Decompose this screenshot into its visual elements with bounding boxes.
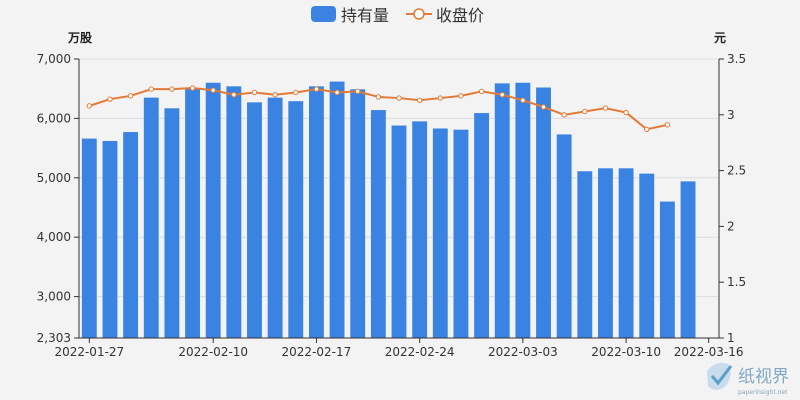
price-point: [86, 103, 93, 109]
price-point: [644, 126, 650, 133]
price-point: [478, 88, 485, 95]
bar: [577, 171, 593, 338]
x-axis-tick-label: 2022-01-27: [54, 345, 124, 359]
legend-line-label[interactable]: 收盘价: [436, 6, 484, 25]
bar: [556, 134, 572, 338]
price-point: [437, 95, 443, 101]
left-axis-unit: 万股: [67, 30, 93, 45]
watermark-logo-icon: [707, 362, 731, 390]
right-axis-tick-label: 3: [727, 108, 735, 122]
price-point: [396, 95, 402, 101]
bar: [515, 82, 531, 338]
legend: 持有量 收盘价: [311, 6, 484, 25]
bar: [123, 132, 139, 338]
bar: [164, 108, 180, 338]
watermark-site: paperinsight.net: [738, 389, 788, 396]
left-axis-tick-label: 5,000: [37, 171, 71, 185]
price-point: [148, 86, 154, 92]
bar: [329, 81, 345, 339]
left-axis-tick-label: 7,000: [37, 52, 71, 66]
watermark-check-icon: [710, 365, 733, 386]
bar-series: [81, 81, 696, 339]
axes: 2,303 3,000 4,000 5,000 6,000 7,000 1 1.5 2 2.5 3 3…: [37, 52, 746, 359]
left-axis-tick-label: 4,000: [37, 230, 71, 244]
bar: [247, 102, 262, 338]
x-axis-tick-label: 2022-02-24: [385, 345, 455, 359]
price-point: [623, 109, 629, 116]
bar: [432, 128, 448, 338]
bar: [639, 173, 655, 338]
bar: [412, 121, 428, 338]
bar: [680, 181, 696, 338]
bar: [102, 140, 118, 338]
price-point: [127, 93, 134, 99]
price-point: [313, 86, 320, 92]
legend-bar-label[interactable]: 持有量: [341, 6, 389, 25]
right-axis-tick-label: 2: [727, 219, 735, 233]
price-point: [107, 96, 113, 102]
price-point: [210, 87, 216, 93]
bar: [143, 97, 159, 339]
line-series: [86, 85, 671, 133]
x-axis-tick-label: 2022-03-10: [591, 345, 661, 359]
price-point: [499, 92, 505, 98]
x-axis-tick-label: 2022-02-17: [282, 345, 352, 359]
right-axis-tick-label: 2.5: [727, 164, 746, 178]
price-point: [520, 97, 526, 103]
left-axis-tick-label: 6,000: [37, 111, 71, 125]
price-point: [416, 97, 423, 103]
bar: [494, 83, 510, 338]
price-point: [375, 94, 382, 100]
bar: [391, 125, 407, 338]
legend-line-marker[interactable]: [413, 8, 425, 20]
bar: [453, 129, 469, 338]
left-axis-tick-label: 2,303: [37, 331, 71, 345]
price-point: [561, 112, 567, 118]
bar: [308, 86, 324, 338]
bar: [185, 88, 200, 339]
price-point: [251, 89, 258, 96]
price-point: [602, 105, 609, 111]
legend-bar-swatch[interactable]: [311, 6, 336, 22]
bar: [598, 168, 613, 338]
price-point: [293, 89, 299, 96]
price-point: [189, 85, 196, 91]
bar: [267, 97, 283, 339]
right-axis-tick-label: 1.5: [727, 275, 746, 289]
watermark: 纸视界 paperinsight.net: [707, 362, 789, 396]
left-axis-tick-label: 3,000: [37, 290, 71, 304]
x-axis-tick-label: 2022-02-10: [178, 345, 248, 359]
price-point: [334, 89, 340, 96]
bar: [288, 101, 304, 338]
watermark-brand: 纸视界: [738, 367, 789, 387]
right-axis-tick-label: 3.5: [727, 52, 746, 66]
price-point: [231, 92, 237, 98]
bar: [81, 138, 97, 338]
x-axis-tick-label: 2022-03-16: [674, 345, 744, 359]
price-point: [582, 108, 588, 115]
bar: [226, 86, 242, 338]
x-axis-tick-label: 2022-03-03: [488, 345, 558, 359]
bar: [370, 110, 386, 338]
price-point: [664, 122, 671, 128]
price-point: [169, 86, 175, 92]
price-point: [355, 88, 361, 95]
right-axis-tick-label: 1: [727, 331, 735, 345]
right-axis-unit: 元: [714, 31, 726, 45]
price-point: [458, 93, 464, 99]
bar: [659, 201, 675, 338]
bar: [618, 168, 634, 338]
price-point: [540, 104, 547, 110]
bar: [474, 113, 490, 338]
price-point: [272, 92, 278, 98]
bar: [350, 89, 366, 338]
bar: [205, 82, 221, 338]
bar: [536, 87, 551, 339]
